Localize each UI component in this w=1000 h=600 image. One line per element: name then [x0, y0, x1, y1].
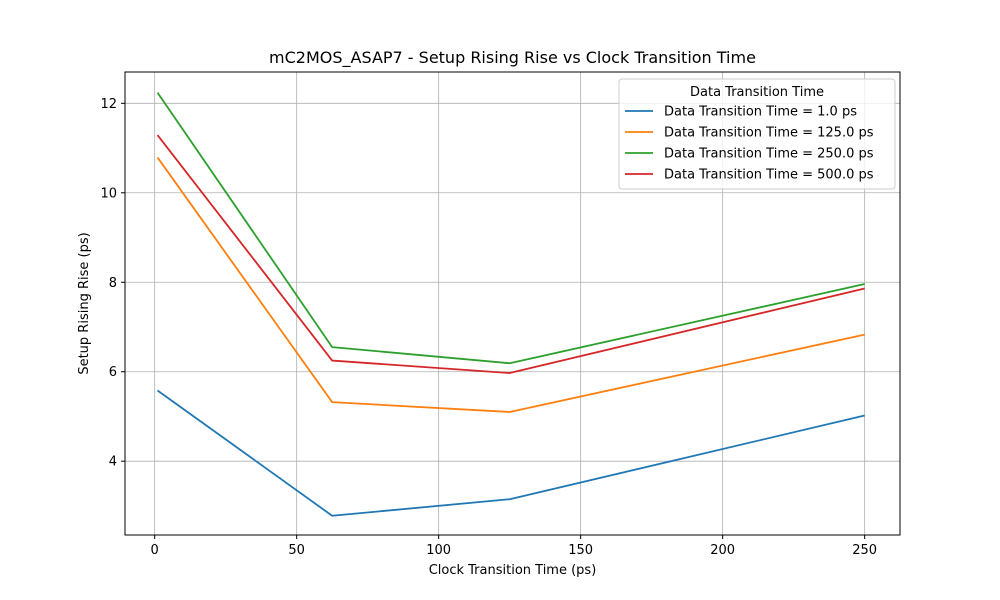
legend-title: Data Transition Time	[690, 85, 824, 100]
x-axis-label: Clock Transition Time (ps)	[429, 563, 597, 578]
legend-label: Data Transition Time = 250.0 ps	[664, 147, 874, 162]
y-axis-label: Setup Rising Rise (ps)	[77, 232, 92, 374]
x-tick-label: 150	[568, 543, 593, 558]
y-tick-label: 6	[109, 365, 117, 380]
chart-title: mC2MOS_ASAP7 - Setup Rising Rise vs Cloc…	[269, 48, 756, 68]
legend-label: Data Transition Time = 1.0 ps	[664, 105, 857, 120]
series-line-4	[156, 134, 865, 374]
series-line-2	[156, 156, 865, 413]
x-tick-label: 200	[710, 543, 735, 558]
plot-frame	[124, 71, 901, 536]
series-lines	[156, 92, 865, 517]
x-tick-label: 250	[852, 543, 877, 558]
y-tick-label: 12	[100, 97, 117, 112]
legend-box	[618, 78, 896, 190]
series-line-3	[156, 92, 865, 365]
legend-label: Data Transition Time = 125.0 ps	[664, 126, 874, 141]
x-tick-label: 100	[426, 543, 451, 558]
y-tick-label: 8	[109, 276, 117, 291]
y-tick-label: 10	[100, 186, 117, 201]
legend-label: Data Transition Time = 500.0 ps	[664, 168, 874, 183]
axis-ticks: 0 50 100 150 200 250 4 6 8 10 12	[100, 97, 877, 558]
x-tick-label: 50	[288, 543, 305, 558]
series-line-1	[156, 389, 865, 517]
x-tick-label: 0	[151, 543, 159, 558]
y-tick-label: 4	[109, 455, 117, 470]
legend: Data Transition Time Data Transition Tim…	[618, 78, 896, 190]
